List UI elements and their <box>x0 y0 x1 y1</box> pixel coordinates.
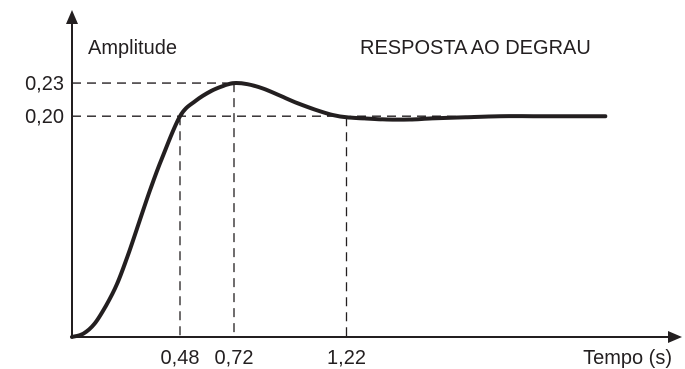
dashed-guide-lines <box>72 82 612 337</box>
chart-title: RESPOSTA AO DEGRAU <box>360 37 591 59</box>
x-tick-label: 0,72 <box>215 347 254 369</box>
x-tick-label: 1,22 <box>327 347 366 369</box>
x-tick-label: 0,48 <box>161 347 200 369</box>
tick-labels: 0,23 0,20 0,48 0,72 1,22 <box>25 73 366 369</box>
x-axis-arrowhead <box>668 331 682 343</box>
x-axis-label: Tempo (s) <box>583 347 672 369</box>
response-curve <box>70 81 608 339</box>
y-axis-arrowhead <box>66 10 78 24</box>
y-axis-label: Amplitude <box>88 37 177 59</box>
y-tick-label: 0,20 <box>25 106 64 128</box>
y-tick-label: 0,23 <box>25 73 64 95</box>
